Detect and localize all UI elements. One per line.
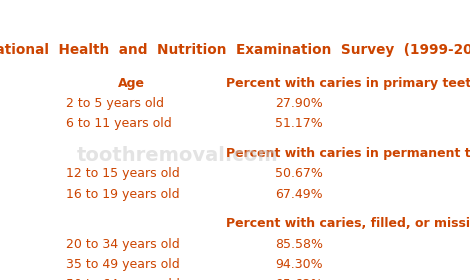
Text: toothremoval.com: toothremoval.com xyxy=(77,146,279,165)
Text: 20 to 34 years old: 20 to 34 years old xyxy=(66,238,180,251)
Text: 67.49%: 67.49% xyxy=(275,188,323,200)
Text: National  Health  and  Nutrition  Examination  Survey  (1999-2004): National Health and Nutrition Examinatio… xyxy=(0,43,470,57)
Text: 95.62%: 95.62% xyxy=(275,278,323,280)
Text: 50 to 64 years old: 50 to 64 years old xyxy=(66,278,180,280)
Text: Age: Age xyxy=(118,77,145,90)
Text: 2 to 5 years old: 2 to 5 years old xyxy=(66,97,164,110)
Text: 35 to 49 years old: 35 to 49 years old xyxy=(66,258,180,271)
Text: 85.58%: 85.58% xyxy=(275,238,323,251)
Text: Percent with caries in primary teeth: Percent with caries in primary teeth xyxy=(227,77,470,90)
Text: Percent with caries, filled, or missing  permanent teeth: Percent with caries, filled, or missing … xyxy=(227,217,470,230)
Text: 16 to 19 years old: 16 to 19 years old xyxy=(66,188,180,200)
Text: Percent with caries in permanent teeth: Percent with caries in permanent teeth xyxy=(227,147,470,160)
Text: 12 to 15 years old: 12 to 15 years old xyxy=(66,167,180,181)
Text: 6 to 11 years old: 6 to 11 years old xyxy=(66,117,172,130)
Text: 94.30%: 94.30% xyxy=(275,258,323,271)
Text: 51.17%: 51.17% xyxy=(275,117,323,130)
Text: 27.90%: 27.90% xyxy=(275,97,323,110)
Text: 50.67%: 50.67% xyxy=(275,167,323,181)
